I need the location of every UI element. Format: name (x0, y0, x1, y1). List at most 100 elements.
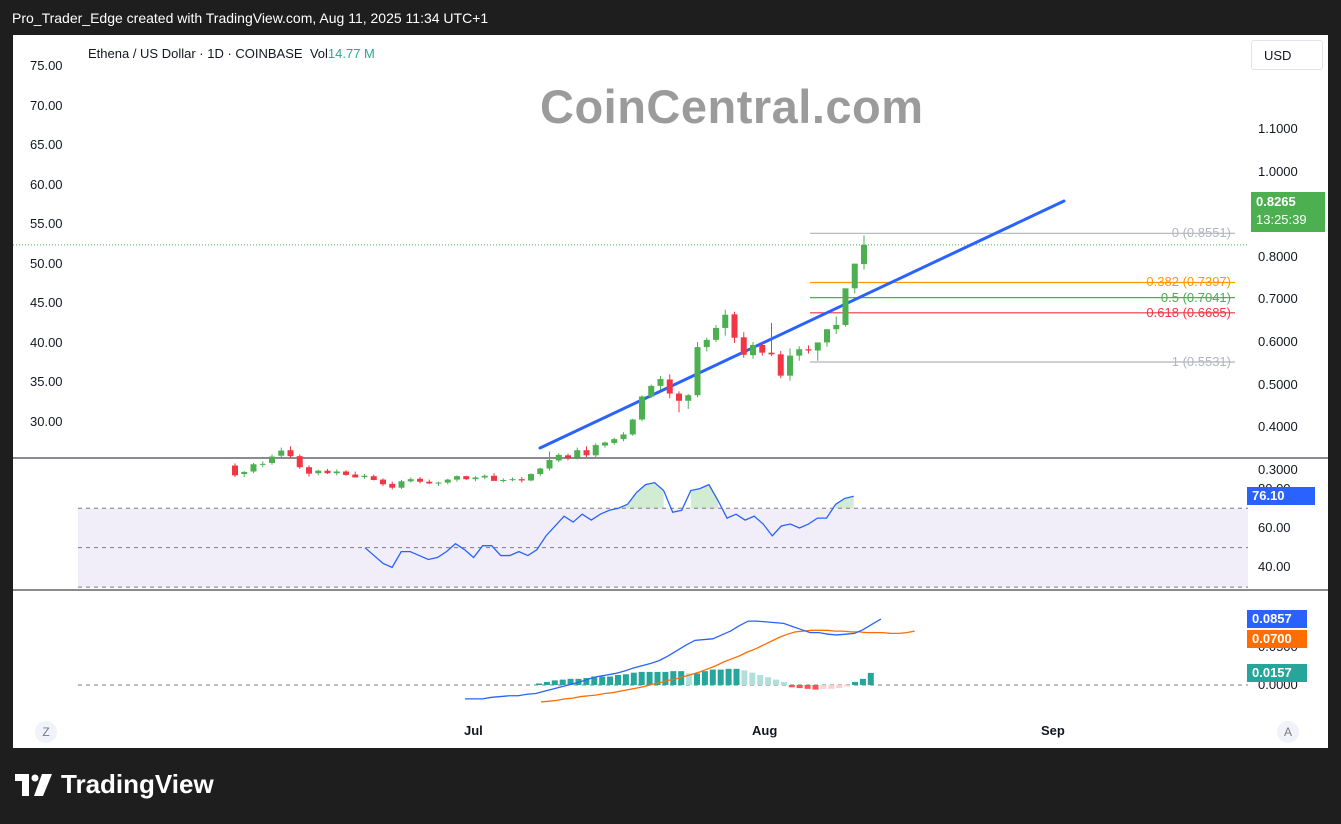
candle (851, 263, 858, 294)
candle (768, 322, 775, 357)
candle-body (611, 439, 618, 443)
currency-button[interactable]: USD (1251, 40, 1323, 70)
candle (528, 473, 534, 482)
candle (555, 453, 562, 463)
candle (592, 443, 599, 458)
fib-level-label: 0.618 (0.6685) (1146, 304, 1231, 320)
candle-body (269, 456, 275, 463)
candle-body (833, 324, 840, 330)
candle-body (546, 460, 553, 469)
candle-body (296, 456, 303, 468)
macd-histogram-bar (583, 678, 590, 685)
macd-histogram-bar (622, 674, 629, 685)
price-axis-tick: 0.7000 (1258, 291, 1298, 307)
macd-histogram-bar (796, 685, 803, 689)
candle-body (491, 475, 497, 481)
candle-body (287, 450, 294, 457)
candle-body (676, 393, 682, 401)
candle-body (750, 344, 756, 356)
candle-body (768, 352, 775, 355)
candle-body (787, 355, 793, 376)
candle-body (814, 342, 821, 351)
macd-histogram-bar (828, 685, 835, 689)
candle-body (343, 471, 349, 475)
candle-body (528, 474, 534, 481)
brand-name: TradingView (61, 769, 214, 799)
candle (537, 467, 544, 477)
chart-canvas[interactable] (13, 35, 1328, 748)
candle-body (537, 468, 544, 475)
left-axis-tick: 40.00 (30, 334, 63, 350)
candle (620, 432, 627, 442)
current-price-tag: 0.8265 13:25:39 (1251, 192, 1325, 232)
candle (269, 454, 275, 465)
candle (259, 461, 266, 468)
candle-body (851, 263, 858, 289)
time-axis-tick: Jul (464, 723, 483, 738)
auto-scale-left-button[interactable]: Z (35, 721, 57, 743)
candle-body (509, 479, 516, 481)
candle (278, 447, 285, 458)
candle-body (472, 477, 479, 480)
candle (352, 471, 359, 478)
candle-body (500, 480, 507, 482)
left-axis-tick: 60.00 (30, 176, 63, 192)
candle (657, 376, 664, 390)
candle-body (250, 464, 257, 472)
candle (463, 475, 470, 481)
candle (713, 324, 719, 342)
candle (232, 463, 238, 478)
left-axis-tick: 75.00 (30, 58, 63, 73)
candle (407, 477, 414, 483)
candle (250, 462, 257, 474)
candle (814, 342, 821, 361)
macd-histogram-bar (733, 668, 740, 685)
candle-body (555, 454, 562, 461)
macd-histogram-bar (867, 672, 874, 685)
candle (833, 316, 840, 334)
candle-body (426, 481, 433, 484)
macd-histogram-bar (852, 681, 858, 685)
candle (703, 337, 710, 352)
macd-histogram-bar (591, 676, 598, 685)
macd-line (465, 618, 882, 700)
macd-histogram-bar (607, 676, 614, 685)
candle (722, 309, 729, 336)
current-price-value: 0.8265 (1256, 194, 1296, 209)
candle-body (407, 479, 414, 482)
macd-histogram-bar (559, 679, 566, 685)
tradingview-logo[interactable]: TradingView (15, 769, 214, 800)
vol-value: 14.77 M (327, 46, 375, 61)
candle (777, 350, 784, 379)
macd-histogram-bar (536, 683, 542, 685)
candle (583, 446, 590, 458)
macd-histogram-bar (709, 669, 716, 685)
candle-body (241, 471, 248, 475)
candle (315, 469, 322, 476)
candle (694, 342, 701, 398)
rsi-overbought-fill (690, 484, 718, 509)
candle (565, 453, 571, 461)
candle (731, 311, 738, 343)
macd-histogram-bar (630, 672, 637, 685)
candle (759, 342, 766, 356)
candle (602, 441, 608, 448)
price-axis-tick: 1.1000 (1258, 121, 1298, 136)
candle (296, 454, 303, 469)
candle (389, 481, 396, 490)
candle (666, 374, 673, 399)
candle-body (731, 314, 738, 338)
symbol-title[interactable]: Ethena / US Dollar · 1D · COINBASE Vol14… (88, 46, 375, 61)
macd-histogram-bar (836, 685, 843, 689)
macd-signal-line (540, 629, 915, 703)
auto-scale-right-button[interactable]: A (1277, 721, 1299, 743)
candle (796, 346, 803, 361)
chart-panel[interactable]: Ethena / US Dollar · 1D · COINBASE Vol14… (13, 35, 1328, 748)
countdown-timer: 13:25:39 (1256, 212, 1307, 227)
candle (805, 345, 812, 354)
candle (629, 418, 636, 436)
candle (472, 476, 479, 482)
candle (287, 446, 294, 458)
candle (574, 447, 581, 460)
candle-body (694, 347, 701, 396)
